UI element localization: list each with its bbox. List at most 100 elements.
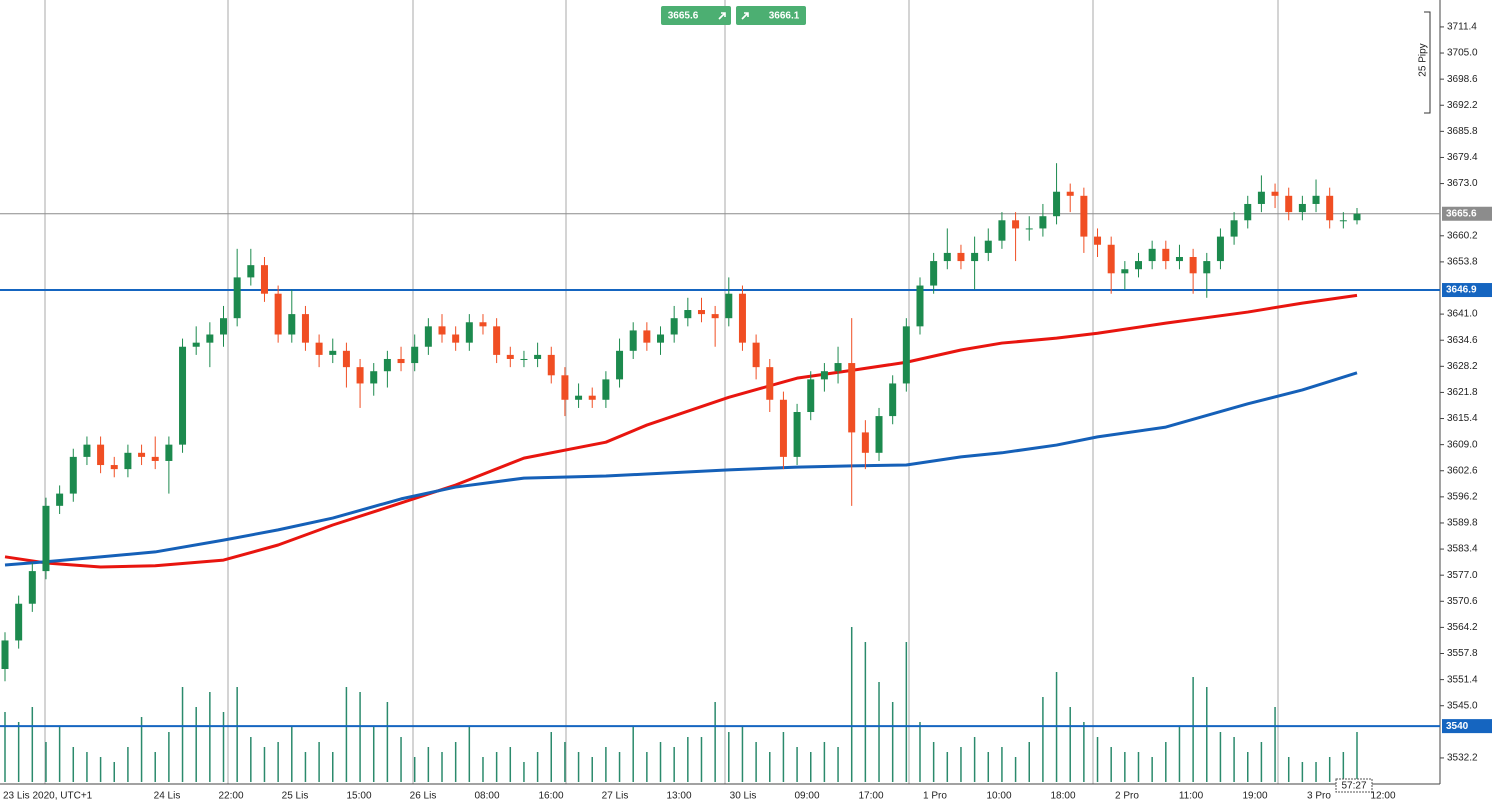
candle-body xyxy=(15,603,23,641)
candle-body xyxy=(547,354,555,376)
x-tick-label: 3 Pro xyxy=(1307,791,1331,802)
candle-body xyxy=(875,416,883,453)
x-tick-label: 23 Lis 2020, UTC+1 xyxy=(3,791,93,802)
pip-bracket xyxy=(1424,11,1431,114)
y-tick-label: 3602.6 xyxy=(1447,465,1478,476)
candle-body xyxy=(616,350,624,380)
candle-body xyxy=(493,326,501,355)
candle-body xyxy=(848,363,856,433)
x-tick-label: 25 Lis xyxy=(282,791,309,802)
candle-body xyxy=(1162,248,1170,262)
candle-body xyxy=(971,252,979,262)
x-tick-label: 15:00 xyxy=(346,791,371,802)
candle-body xyxy=(206,334,214,343)
y-tick-label: 3634.6 xyxy=(1447,335,1478,346)
candle-body xyxy=(861,432,869,453)
x-tick-label: 22:00 xyxy=(218,791,243,802)
candle-body xyxy=(820,371,828,380)
candle-body xyxy=(506,354,514,359)
candle-body xyxy=(1298,203,1306,213)
y-tick-label: 3609.0 xyxy=(1447,439,1478,450)
candle-body xyxy=(779,399,787,457)
candle-body xyxy=(602,379,610,400)
candle-body xyxy=(1203,261,1211,274)
candle-body xyxy=(56,493,64,506)
buy-button[interactable] xyxy=(736,6,806,25)
x-tick-label: 18:00 xyxy=(1050,791,1075,802)
y-tick-label: 3596.2 xyxy=(1447,491,1478,502)
candle-body xyxy=(738,293,746,343)
buy-price[interactable]: 3666.1 xyxy=(769,11,800,22)
x-tick-label: 11:00 xyxy=(1179,791,1204,802)
candle-body xyxy=(233,277,241,319)
candle-body xyxy=(561,375,569,400)
candle-body xyxy=(957,252,965,262)
candle-body xyxy=(1189,256,1197,274)
y-tick-label: 3583.4 xyxy=(1447,544,1478,555)
sell-button[interactable] xyxy=(661,6,731,25)
price-tag-label: 3646.9 xyxy=(1446,285,1477,296)
candle-body xyxy=(110,465,118,470)
y-tick-label: 3711.4 xyxy=(1447,22,1477,33)
x-tick-label: 13:00 xyxy=(666,791,691,802)
sell-price[interactable]: 3665.6 xyxy=(668,11,699,22)
candle-body xyxy=(465,322,473,343)
candle-body xyxy=(1121,269,1129,274)
timer: 57:27 xyxy=(1341,781,1366,792)
buy-sell-buttons[interactable]: 3665.6 3666.1 xyxy=(661,6,806,25)
sell-icon[interactable] xyxy=(718,12,726,20)
candle-body xyxy=(766,367,774,400)
candle-body xyxy=(452,334,460,343)
price-tag xyxy=(1442,719,1492,734)
y-tick-label: 3564.2 xyxy=(1447,622,1478,633)
price-tag xyxy=(1442,283,1492,298)
y-tick-label: 3660.2 xyxy=(1447,230,1478,241)
candle-body xyxy=(83,444,91,457)
x-tick-label: 1 Pro xyxy=(923,791,947,802)
candle-body xyxy=(752,342,760,368)
candle-body xyxy=(629,330,637,351)
candle-body xyxy=(725,293,733,319)
x-tick-label: 24 Lis xyxy=(154,791,181,802)
candle-body xyxy=(424,326,432,347)
y-tick-label: 3673.0 xyxy=(1447,178,1478,189)
candle-body xyxy=(315,342,323,355)
x-tick-label: 16:00 xyxy=(538,791,563,802)
candle-body xyxy=(834,363,842,372)
candle-body xyxy=(411,346,419,364)
candle-body xyxy=(151,456,159,461)
candle-body xyxy=(889,383,897,417)
candle-body xyxy=(479,322,487,327)
x-tick-label: 17:00 xyxy=(858,791,883,802)
x-tick-label: 08:00 xyxy=(474,791,499,802)
candle-body xyxy=(520,358,528,360)
x-tick-label: 12:00 xyxy=(1370,791,1395,802)
candle-body xyxy=(916,285,924,327)
candle-body xyxy=(1012,220,1020,229)
candle-body xyxy=(97,444,105,466)
y-tick-label: 3628.2 xyxy=(1447,361,1478,372)
candle-body xyxy=(793,412,801,457)
candle-body xyxy=(1039,216,1047,229)
moving-average xyxy=(4,293,1358,569)
candle-body xyxy=(28,571,36,604)
vertical-grid xyxy=(44,0,1279,784)
candle-body xyxy=(69,456,77,494)
candle-body xyxy=(1066,191,1074,196)
x-tick-label: 30 Lis xyxy=(730,791,757,802)
candle-body xyxy=(1134,261,1142,270)
buy-icon[interactable] xyxy=(741,12,749,20)
y-tick-label: 3621.8 xyxy=(1447,387,1478,398)
y-tick-label: 3705.0 xyxy=(1447,48,1478,59)
candle-body xyxy=(138,452,146,457)
x-tick-label: 26 Lis xyxy=(410,791,437,802)
y-tick-label: 3589.8 xyxy=(1447,518,1478,529)
y-tick-label: 3532.2 xyxy=(1447,753,1478,764)
candle-body xyxy=(902,326,910,384)
candle-body xyxy=(1244,203,1252,221)
candle-body xyxy=(192,342,200,347)
candle-body xyxy=(383,358,391,372)
candle-body xyxy=(998,220,1006,241)
candle-body xyxy=(807,379,815,413)
